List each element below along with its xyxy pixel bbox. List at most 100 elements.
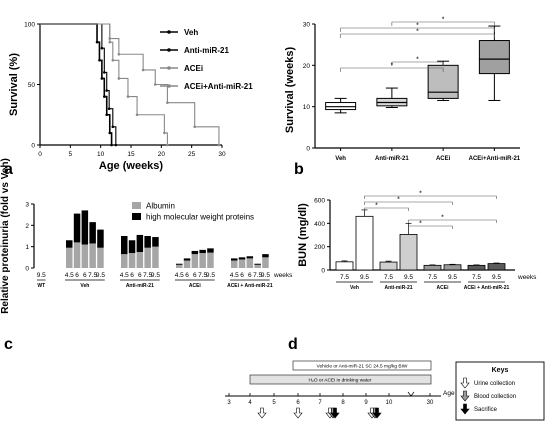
timeline-tick-label: 30 — [427, 400, 434, 406]
legend-marker-2 — [167, 66, 171, 70]
legend-marker-1 — [167, 48, 171, 52]
urine-collection-arrow-icon — [293, 407, 303, 419]
timeline-tick-label: 10 — [386, 400, 393, 406]
bar-albumin — [254, 264, 261, 268]
bar-hmw-protein — [136, 234, 144, 252]
x-tick-label: 9.5 — [151, 272, 160, 279]
y-tick-label: 2 — [25, 223, 29, 230]
survival-boxplot-panel: b 0 10 20 30 Survival (weeks) Veh Anti-miR-21 A… — [284, 17, 521, 179]
x-tick-label: 9.5 — [96, 272, 105, 279]
significance-star: * — [419, 191, 422, 198]
bun-bar — [379, 261, 398, 271]
bun-bar — [487, 263, 506, 271]
y-tick-label: 0 — [306, 146, 310, 153]
survival-curve-panel: a 0 50 100 0 5 10 15 20 25 30 Age (weeks) Survival … — [4, 22, 253, 179]
x-tick-label: 9.5 — [37, 272, 46, 279]
x-tick-label: 9.5 — [404, 274, 413, 281]
bar-hmw-protein — [191, 250, 199, 255]
treatment-bar-injection-label: Vehicle or Anti-miR-21 SC 24.5 mg/kg BIW — [317, 364, 408, 370]
group-label: Anti-miR-21 — [384, 285, 412, 291]
significance-bracket — [340, 27, 495, 32]
legend-swatch-hmw — [132, 213, 141, 220]
significance-bracket — [364, 201, 453, 205]
x-tick-label: 9.5 — [448, 274, 457, 281]
x-tick-label: 6 — [75, 272, 79, 279]
significance-bracket — [364, 195, 497, 199]
bun-bar — [467, 264, 486, 271]
survival-censor-point — [105, 113, 109, 117]
keys-box — [455, 361, 545, 421]
y-tick-label: 200 — [314, 244, 325, 251]
bun-bar — [443, 264, 462, 271]
panel-label-d: d — [288, 336, 298, 353]
x-unit-label: weeks — [517, 274, 537, 281]
bar-albumin — [231, 260, 238, 268]
legend-label-albumin: Albumin — [146, 202, 175, 211]
survival-censor-point — [141, 68, 145, 72]
treatment-bar-water — [249, 374, 432, 385]
x-tick-label: 9.5 — [492, 274, 501, 281]
bar-hmw-protein — [199, 249, 206, 254]
x-tick-label: 7.5 — [198, 272, 207, 279]
bar-hmw-protein — [254, 263, 261, 265]
x-tick-label: 7.5 — [340, 274, 349, 281]
bun-bar — [399, 234, 418, 271]
significance-star: * — [442, 17, 445, 24]
bar-albumin — [121, 254, 128, 268]
bar-albumin — [66, 247, 73, 268]
survival-censor-point — [111, 59, 115, 62]
x-axis-title: Age (weeks) — [99, 160, 164, 172]
survival-censor-point — [111, 125, 115, 129]
bar-albumin — [81, 244, 89, 268]
box-body — [478, 40, 510, 75]
key-label: Urine collection — [474, 381, 515, 387]
bar-hmw-protein — [152, 237, 159, 247]
bar-albumin — [238, 259, 246, 268]
survival-censor-point — [217, 143, 221, 147]
x-tick-label: 5 — [69, 151, 73, 158]
y-axis-title: BUN (mg/dl) — [297, 203, 309, 267]
survival-censor-point — [166, 101, 169, 104]
bun-bar — [355, 215, 374, 271]
panel-label-a: a — [4, 161, 13, 178]
x-tick-label: 15 — [127, 151, 135, 158]
group-label: Veh — [350, 285, 359, 291]
legend-label-1: Anti-miR-21 — [184, 46, 229, 55]
x-category-label: Anti-miR-21 — [375, 156, 409, 162]
significance-bracket — [391, 21, 495, 26]
significance-bracket — [340, 33, 495, 38]
bar-hmw-protein — [231, 258, 238, 261]
group-label: ACEi — [189, 283, 202, 289]
legend-swatch-albumin — [132, 202, 141, 209]
bun-bar — [335, 261, 354, 271]
significance-bracket — [391, 61, 444, 66]
keys-title: Keys — [492, 367, 509, 374]
x-tick-label: 6 — [240, 272, 244, 279]
treatment-bar-water-label: H₂O or ACEi in drinking water — [309, 378, 372, 384]
x-tick-label: 7.5 — [143, 272, 152, 279]
key-blood-icon — [460, 390, 470, 402]
y-tick-label: 1 — [25, 244, 29, 251]
significance-star: * — [391, 63, 394, 70]
group-label: Veh — [80, 283, 89, 289]
x-tick-label: 20 — [158, 151, 166, 158]
y-axis-title: Survival (%) — [8, 53, 20, 116]
timeline-tick-label: 9 — [364, 400, 368, 406]
significance-bracket — [364, 207, 409, 211]
significance-star: * — [375, 203, 378, 210]
survival-censor-point — [107, 107, 111, 110]
bar-hmw-protein — [183, 258, 191, 261]
x-tick-label: 4.5 — [65, 272, 74, 279]
bar-hmw-protein — [89, 222, 96, 244]
x-category-label: Veh — [335, 156, 346, 162]
bar-albumin — [176, 264, 183, 268]
survival-censor-point — [108, 131, 112, 135]
timeline-tick-label: 7 — [318, 400, 322, 406]
bar-albumin — [144, 247, 151, 268]
urine-collection-arrow-icon — [257, 407, 267, 419]
y-tick-label: 0 — [25, 266, 29, 273]
x-tick-label: 7.5 — [384, 274, 393, 281]
survival-censor-point — [193, 125, 196, 129]
proteinuria-bar-panel: c 0 1 2 3 Relative proteinuria (fold vs Veh)… — [0, 158, 293, 353]
